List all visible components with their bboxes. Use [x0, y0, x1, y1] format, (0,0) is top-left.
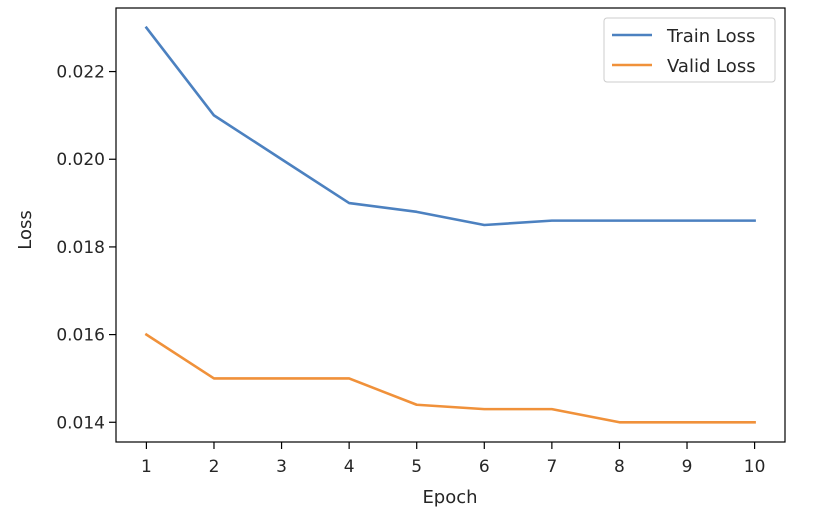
series-line-valid-loss	[144, 332, 756, 424]
legend-label-valid-loss: Valid Loss	[667, 56, 756, 77]
x-tick-label: 8	[614, 457, 625, 477]
legend: Train Loss Valid Loss	[603, 17, 776, 83]
y-tick-label: 0.014	[56, 413, 105, 433]
x-tick-label: 5	[411, 457, 422, 477]
y-tick-label: 0.022	[56, 63, 105, 83]
x-axis-label: Epoch	[422, 487, 477, 508]
y-axis-label: Loss	[15, 210, 36, 249]
x-tick-label: 3	[276, 457, 287, 477]
y-tick-label: 0.016	[56, 326, 105, 346]
x-tick-label: 9	[682, 457, 693, 477]
x-tick-label: 6	[479, 457, 490, 477]
x-axis-ticks: 1 2 3 4 5 6 7 8 9 10	[141, 442, 765, 477]
plot-frame	[115, 7, 786, 443]
series-lines	[144, 25, 756, 424]
x-tick-label: 4	[344, 457, 355, 477]
x-tick-label: 10	[744, 457, 766, 477]
x-tick-label: 7	[546, 457, 557, 477]
x-tick-label: 2	[209, 457, 220, 477]
y-tick-label: 0.020	[56, 150, 105, 170]
legend-label-train-loss: Train Loss	[666, 26, 755, 47]
x-tick-label: 1	[141, 457, 152, 477]
series-line-train-loss	[144, 25, 756, 227]
y-tick-label: 0.018	[56, 238, 105, 258]
y-axis-ticks: 0.014 0.016 0.018 0.020 0.022	[56, 63, 116, 433]
